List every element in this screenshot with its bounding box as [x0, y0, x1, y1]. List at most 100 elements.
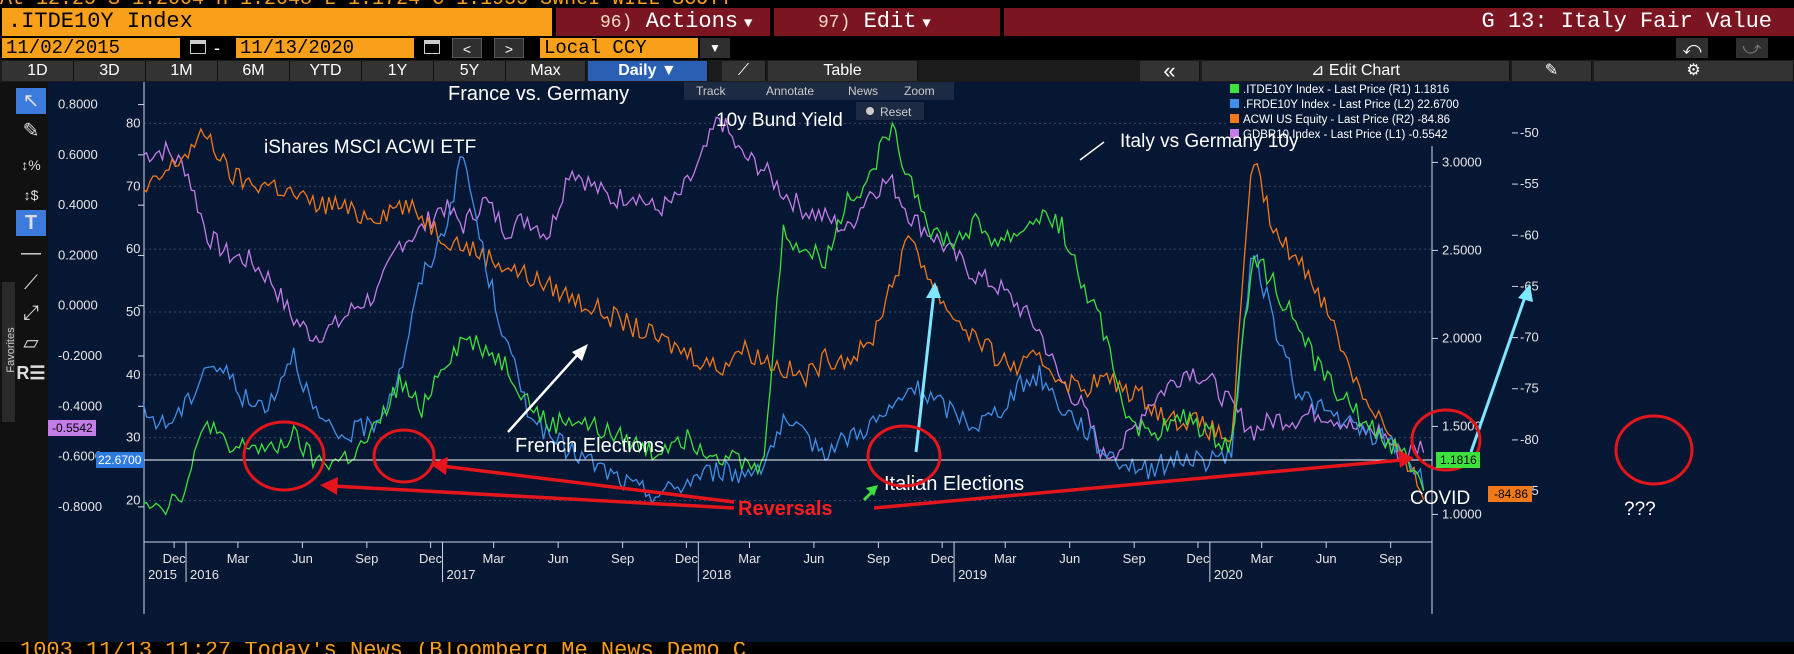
- period-toolbar: 1D 3D 1M 6M YTD 1Y 5Y Max Daily ▼ ⟋ Tabl…: [0, 60, 1794, 82]
- news-button[interactable]: News: [848, 84, 878, 98]
- axis-r2-tick-label: -75: [1520, 381, 1539, 396]
- x-axis-year-label: 2018: [702, 567, 731, 582]
- chevron-down-icon[interactable]: ▼: [700, 38, 730, 58]
- prev-period-button[interactable]: <: [452, 38, 482, 58]
- edit-menu[interactable]: 97) Edit ▼: [774, 8, 1000, 36]
- last-value-l1: -0.5542: [52, 421, 93, 435]
- period-5y[interactable]: 5Y: [434, 61, 506, 81]
- price-chart[interactable]: 0.8000 0.6000 0.4000 0.2000 0.0000 -0.2000 -0.…: [48, 82, 1794, 642]
- redo-button[interactable]: ⤻: [1736, 38, 1768, 58]
- axis-r2-tick-label: -55: [1520, 176, 1539, 191]
- currency-select[interactable]: Local CCY: [540, 38, 698, 58]
- pen-icon[interactable]: ✎: [22, 120, 40, 142]
- calendar-icon[interactable]: [190, 40, 206, 54]
- percent-change-icon[interactable]: ↕%: [21, 157, 41, 173]
- x-axis-month-label: Sep: [1123, 551, 1146, 566]
- line-chart-icon[interactable]: ⟋: [722, 61, 766, 81]
- red-arrow-2: [441, 464, 735, 504]
- x-axis-month-label: Mar: [994, 551, 1017, 566]
- x-axis-month-label: Dec: [1186, 551, 1210, 566]
- legend-item: GDBR10 Index - Last Price (L1) -0.5542: [1243, 129, 1448, 141]
- trend-line-icon[interactable]: ⟋: [24, 272, 38, 294]
- axis-l2-tick-label: 80: [126, 115, 140, 130]
- news-ticker[interactable]: 1003 11/13 11:27 Today's News (Bloomberg…: [0, 642, 1794, 654]
- axis-r2-tick-label: -70: [1520, 330, 1539, 345]
- red-arrow-1: [331, 484, 735, 510]
- edit-menu-number: 97): [818, 13, 851, 33]
- axis-r2-tick-label: -60: [1520, 227, 1539, 242]
- chevron-down-icon: ▼: [744, 16, 753, 32]
- next-period-button[interactable]: >: [494, 38, 524, 58]
- x-axis-year-label: 2015: [148, 567, 177, 582]
- x-axis-month-label: Jun: [1316, 551, 1337, 566]
- frequency-select[interactable]: Daily ▼: [588, 61, 708, 81]
- axis-l1-tick-label: -0.8000: [58, 499, 102, 514]
- series-line-l1: [142, 116, 1425, 462]
- annotation-italy-germany: Italy vs Germany 10y: [1120, 131, 1299, 152]
- pointer-icon[interactable]: ↖: [16, 88, 46, 114]
- ray-line-icon[interactable]: ⤢: [23, 302, 39, 324]
- calendar-icon[interactable]: [424, 40, 440, 54]
- legend-swatch: [1230, 84, 1239, 93]
- axis-l1-tick-label: 0.2000: [58, 247, 98, 262]
- date-separator: -: [214, 38, 220, 58]
- chart-legend: .ITDE10Y Index - Last Price (R1) 1.1816.…: [1226, 82, 1459, 146]
- annotate-button[interactable]: Annotate: [766, 84, 814, 98]
- axis-r2-tick-label: -80: [1520, 432, 1539, 447]
- table-button[interactable]: Table: [768, 61, 918, 81]
- reversal-circle-1: [242, 420, 326, 492]
- start-date-field[interactable]: 11/02/2015: [2, 38, 180, 58]
- x-axis-month-label: Sep: [355, 551, 378, 566]
- x-axis-month-label: Mar: [738, 551, 761, 566]
- axis-r1-tick-label: 2.5000: [1442, 242, 1482, 257]
- annotation-france-germany: France vs. Germany: [448, 83, 629, 105]
- series-line-r2: [142, 127, 1425, 500]
- channel-icon[interactable]: ▱: [23, 332, 39, 354]
- x-axis: Dec Mar Jun Sep Dec Mar Jun Sep Dec Mar Jun Sep Dec M…: [144, 541, 1432, 582]
- period-3d[interactable]: 3D: [74, 61, 146, 81]
- reversal-circle-4: [1410, 408, 1482, 472]
- chart-tools-bar: [684, 82, 954, 100]
- annotation-question: ???: [1624, 499, 1656, 520]
- fibonacci-icon[interactable]: R☰: [16, 363, 46, 383]
- gear-icon[interactable]: ⚙: [1594, 61, 1794, 81]
- x-axis-month-label: Jun: [548, 551, 569, 566]
- last-value-l2: 22.6700: [98, 453, 142, 467]
- end-date-field[interactable]: 11/13/2020: [236, 38, 414, 58]
- security-field[interactable]: .ITDE10Y Index: [2, 8, 552, 36]
- annotation-ishares: iShares MSCI ACWI ETF: [264, 137, 476, 158]
- edit-chart-button[interactable]: ⊿ Edit Chart: [1202, 61, 1510, 81]
- arrow-italian: [914, 291, 936, 453]
- reset-button-bg: [856, 102, 924, 120]
- x-axis-month-label: Sep: [611, 551, 634, 566]
- draw-tool-icon[interactable]: ✎: [1512, 61, 1592, 81]
- annotation-french-elections: French Elections: [515, 435, 664, 457]
- axis-l1-tick-label: 0.6000: [58, 147, 98, 162]
- reversal-circle-5: [1614, 414, 1694, 486]
- reset-button[interactable]: Reset: [880, 105, 912, 119]
- period-1m[interactable]: 1M: [146, 61, 218, 81]
- period-1y[interactable]: 1Y: [362, 61, 434, 81]
- command-bar: .ITDE10Y Index 96) Actions ▼ 97) Edit ▼ G …: [0, 8, 1794, 36]
- horizontal-line-icon[interactable]: —: [21, 242, 41, 264]
- annotation-bund: 10y Bund Yield: [716, 110, 843, 131]
- axis-r1-tick-label: 1.0000: [1442, 506, 1482, 521]
- collapse-button[interactable]: «: [1140, 60, 1200, 82]
- period-ytd[interactable]: YTD: [290, 61, 362, 81]
- axis-r1-tick-label: 3.0000: [1442, 154, 1482, 169]
- reset-icon: [866, 107, 874, 115]
- actions-menu[interactable]: 96) Actions ▼: [556, 8, 770, 36]
- zoom-button[interactable]: Zoom: [904, 84, 935, 98]
- chevron-down-icon: ▼: [660, 62, 677, 79]
- text-tool-icon[interactable]: T: [16, 210, 46, 236]
- axis-l1-tick-label: -0.6000: [58, 449, 102, 464]
- period-1d[interactable]: 1D: [2, 61, 74, 81]
- x-axis-year-label: 2016: [190, 567, 219, 582]
- price-change-icon[interactable]: ↕$: [23, 187, 39, 203]
- track-button[interactable]: Track: [696, 84, 727, 98]
- undo-button[interactable]: ⤺: [1676, 38, 1708, 58]
- period-max[interactable]: Max: [506, 61, 586, 81]
- favorites-tab[interactable]: Favorites: [2, 282, 17, 422]
- period-6m[interactable]: 6M: [218, 61, 290, 81]
- chart-icon: ⊿: [1311, 62, 1325, 79]
